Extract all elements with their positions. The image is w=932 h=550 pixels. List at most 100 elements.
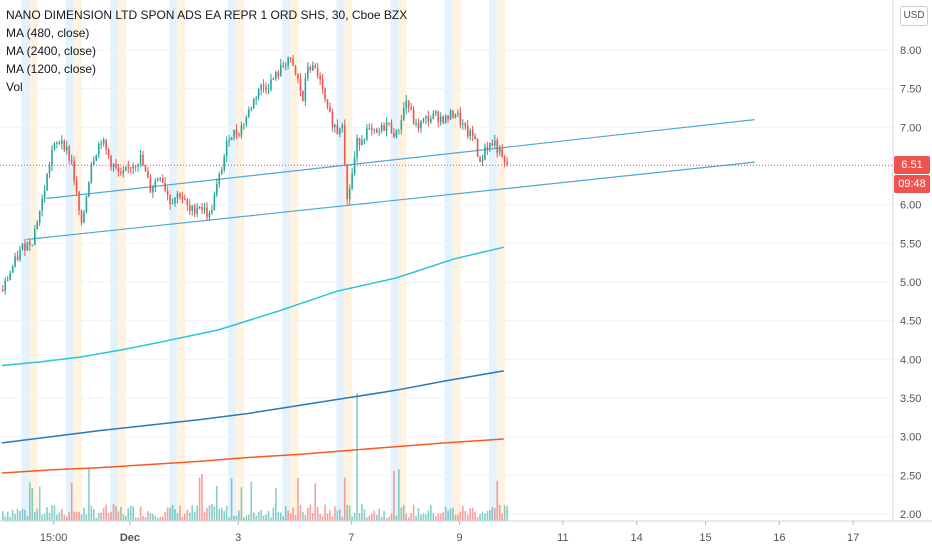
indicator-volume[interactable]: Vol: [6, 80, 23, 94]
candle-body: [80, 210, 83, 223]
volume-bar: [97, 512, 100, 521]
candle-body: [326, 99, 329, 107]
candle-body: [459, 112, 462, 125]
candle-body: [88, 182, 90, 197]
volume-bar: [462, 505, 464, 521]
candle-body: [260, 85, 262, 90]
candle-body: [430, 118, 432, 122]
candle-body: [400, 120, 403, 130]
candle-body: [208, 213, 211, 218]
axes: [0, 0, 932, 522]
indicator-ma-480[interactable]: MA (480, close): [6, 26, 90, 40]
volume-bar: [88, 467, 90, 521]
candle-body: [97, 143, 100, 156]
volume-bar: [110, 511, 112, 521]
candle-body: [363, 139, 366, 141]
volume-bar: [191, 505, 194, 521]
indicator-ma-1200[interactable]: MA (1200, close): [6, 62, 97, 76]
volume-bar: [90, 505, 93, 521]
candle-body: [319, 75, 321, 80]
volume-bar: [211, 504, 213, 521]
volume-bar: [61, 508, 63, 521]
volume-bar: [107, 512, 110, 521]
candle-body: [484, 146, 486, 160]
candle-body: [452, 110, 454, 118]
candle-body: [33, 229, 36, 245]
candle-body: [422, 118, 425, 121]
candle-body: [235, 129, 238, 135]
x-tick-label: 3: [235, 532, 241, 544]
volume-bar: [161, 516, 164, 521]
volume-bar: [289, 513, 292, 521]
candle-body: [311, 65, 314, 71]
candle-body: [132, 166, 134, 169]
volume-bar: [398, 469, 400, 521]
volume-bar: [442, 512, 444, 521]
volume-bar: [326, 513, 329, 521]
volume-bar: [33, 512, 36, 521]
volume-bar: [299, 504, 302, 521]
candle-body: [63, 140, 66, 151]
x-tick-label: 17: [847, 532, 859, 544]
volume-bar: [491, 506, 494, 521]
volume-bar: [198, 477, 201, 521]
candle-body: [225, 140, 228, 157]
candle-body: [321, 79, 324, 89]
candle-body: [339, 128, 341, 135]
session-band-premarket: [390, 0, 399, 521]
candle-body: [479, 156, 481, 162]
volume-bar: [260, 510, 262, 521]
volume-bar: [19, 511, 21, 521]
volume-bar: [134, 517, 137, 521]
candle-body: [294, 65, 297, 74]
candle-body: [43, 190, 46, 199]
candlesticks: [2, 55, 508, 295]
volume-bar: [427, 510, 430, 521]
volume-bar: [279, 512, 282, 521]
session-band-premarket: [228, 0, 237, 521]
symbol-title: NANO DIMENSION LTD SPON ADS EA REPR 1 OR…: [6, 8, 408, 22]
volume-bar: [70, 482, 73, 521]
candle-body: [496, 140, 499, 153]
bar-countdown-badge: 09:48: [894, 175, 930, 194]
candle-body: [211, 210, 213, 214]
candle-body: [395, 130, 398, 137]
session-band-afterhours: [29, 0, 38, 521]
session-band-premarket: [282, 0, 291, 521]
indicator-ma-2400[interactable]: MA (2400, close): [6, 44, 97, 58]
candle-body: [464, 123, 467, 127]
volume-bar: [412, 504, 415, 521]
volume-bar: [156, 517, 159, 521]
volume-bar: [4, 516, 7, 521]
candle-body: [501, 148, 503, 158]
volume-bar: [501, 513, 503, 521]
candle-body: [287, 57, 289, 66]
candle-body: [191, 205, 194, 211]
volume-bar: [144, 517, 147, 521]
volume-bar: [390, 513, 393, 521]
session-band-premarket: [21, 0, 30, 521]
candle-body: [238, 134, 240, 136]
candle-body: [129, 167, 132, 169]
candle-body: [115, 164, 117, 168]
volume-bar: [449, 508, 452, 521]
candle-body: [336, 124, 339, 135]
volume-bar: [184, 513, 186, 521]
volume-bar: [95, 517, 98, 521]
candle-body: [102, 139, 105, 144]
currency-button[interactable]: USD: [900, 6, 928, 26]
candle-body: [380, 125, 383, 132]
volume-bar: [302, 512, 304, 521]
volume-bar: [272, 507, 275, 521]
candle-body: [356, 137, 358, 158]
volume-bar: [223, 510, 225, 521]
candle-body: [73, 161, 75, 181]
candle-body: [462, 123, 464, 125]
candle-body: [314, 65, 317, 69]
volume-bar: [78, 511, 80, 521]
volume-bar: [356, 393, 358, 521]
candle-body: [159, 177, 162, 180]
volume-bar: [307, 507, 309, 521]
candle-body: [223, 156, 225, 170]
